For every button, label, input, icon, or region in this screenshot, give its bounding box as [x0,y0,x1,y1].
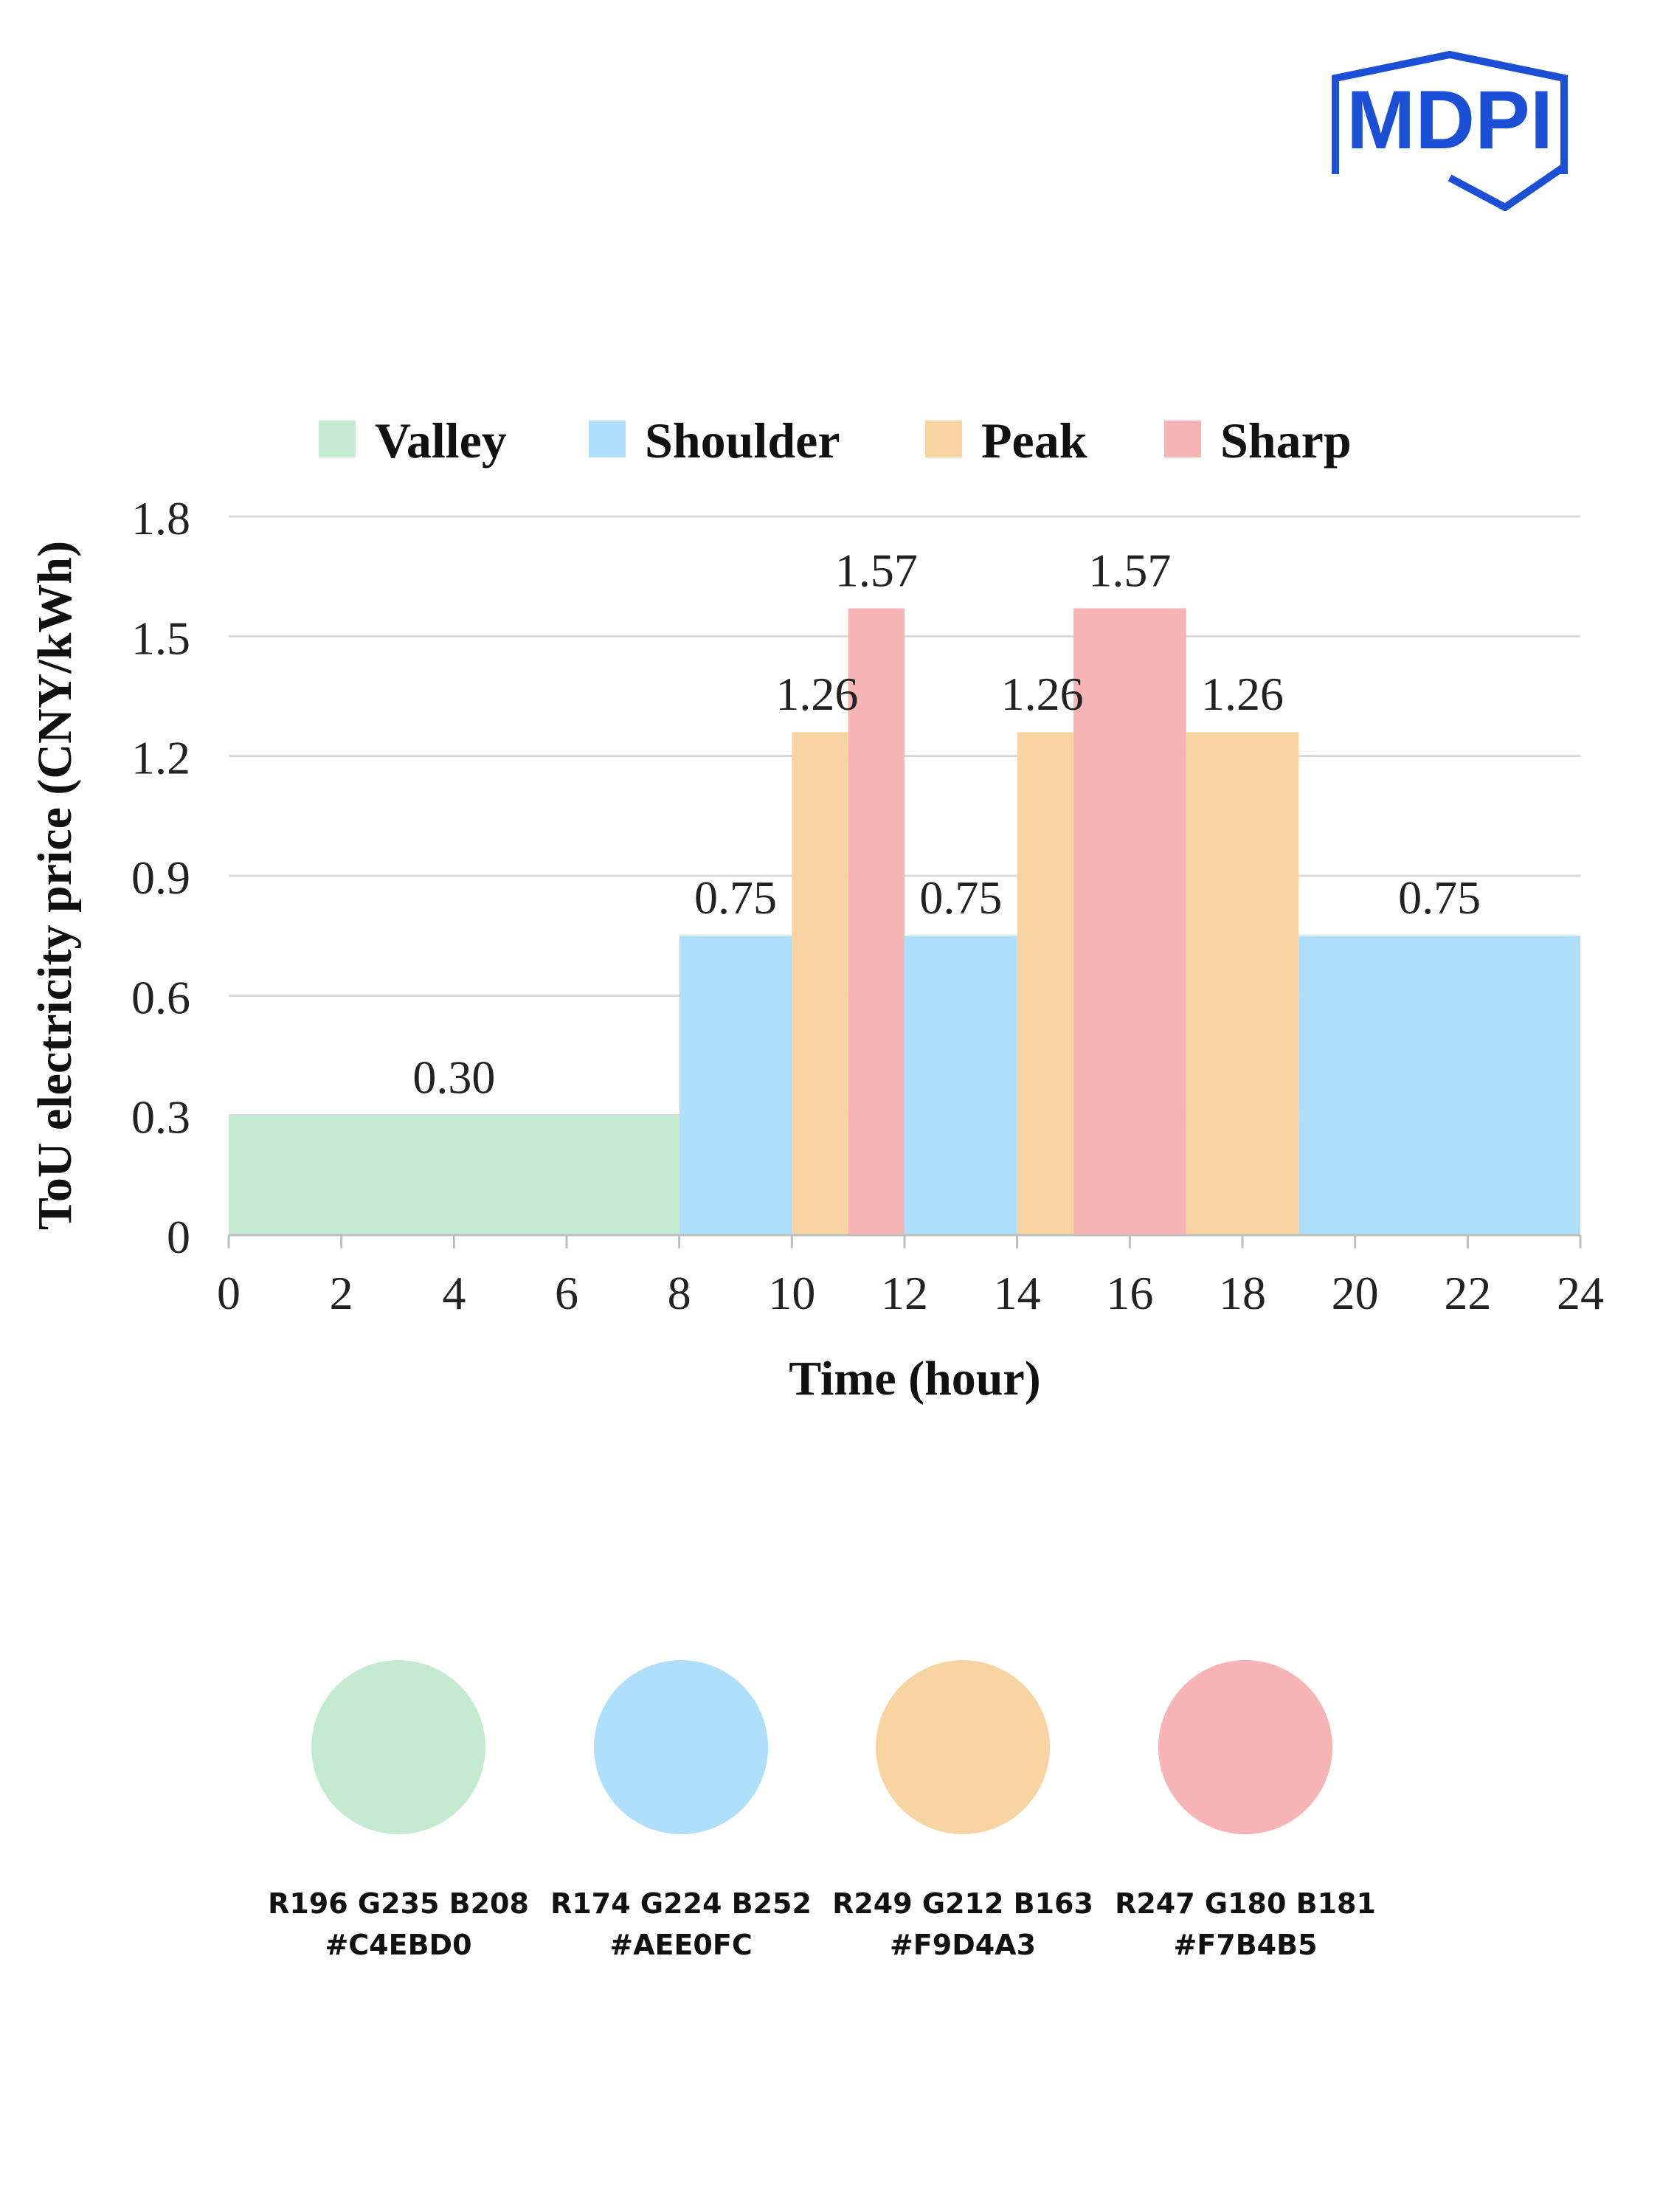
bar-value-label: 1.26 [1201,668,1284,720]
x-tick-label: 16 [1106,1267,1153,1319]
x-tick-label: 2 [330,1267,353,1319]
bar-peak [1017,732,1073,1235]
bar-value-label: 0.75 [1398,871,1481,924]
chart-bars [229,608,1580,1235]
y-tick-label: 0 [167,1211,190,1263]
swatch-circle [594,1660,768,1834]
x-tick-label: 6 [555,1267,578,1319]
y-tick-label: 1.5 [131,612,190,664]
y-tick-label: 0.6 [131,971,190,1023]
x-tick-label: 24 [1557,1267,1604,1319]
x-tick-label: 4 [442,1267,466,1319]
bar-shoulder [905,936,1017,1235]
y-tick-label: 1.2 [131,732,190,784]
bar-value-label: 1.57 [835,544,918,596]
x-tick-label: 14 [994,1267,1041,1319]
bar-value-label: 0.75 [919,871,1002,924]
swatch-circle [1158,1660,1332,1834]
legend-swatch [589,421,626,457]
swatch-0: R196 G235 B208 #C4EBD0 [251,1660,546,1966]
swatch-1: R174 G224 B252 #AEE0FC [533,1660,829,1966]
bar-value-label: 1.26 [775,668,858,720]
y-tick-label: 0.9 [131,851,190,904]
x-tick-label: 8 [668,1267,691,1319]
x-tick-label: 10 [768,1267,815,1319]
swatch-rgb: R249 G212 B163 [832,1887,1093,1920]
swatch-rgb: R247 G180 B181 [1115,1887,1376,1920]
chart-legend: Valley Shoulder Peak Sharp [319,412,1352,469]
y-axis-label: ToU electricity price (CNY/kWh) [28,541,82,1230]
x-tick-label: 18 [1219,1267,1266,1319]
legend-item-valley: Valley [319,412,507,469]
bar-value-label: 1.57 [1088,544,1171,596]
swatch-rgb: R196 G235 B208 [268,1887,529,1920]
bar-sharp [848,608,905,1235]
x-tick-label: 22 [1444,1267,1491,1319]
bar-shoulder [679,936,792,1235]
legend-label: Valley [375,412,507,469]
x-axis-label: Time (hour) [789,1352,1041,1406]
x-tick-label: 12 [881,1267,928,1319]
x-tick-label: 20 [1332,1267,1379,1319]
bar-valley [229,1115,679,1235]
y-tick-label: 0.3 [131,1091,190,1144]
color-palette: R196 G235 B208 #C4EBD0 R174 G224 B252 #A… [0,1660,1660,2000]
legend-swatch [319,421,356,457]
legend-item-peak: Peak [925,412,1087,469]
swatch-rgb: R174 G224 B252 [550,1887,812,1920]
swatch-hex: #AEE0FC [609,1929,753,1961]
legend-item-shoulder: Shoulder [589,412,840,469]
chart-axes: 00.30.60.91.21.51.80 2 4 6 8 10 12 14 16 18 20 22 24 [131,492,1604,1319]
swatch-circle [311,1660,485,1834]
legend-item-sharp: Sharp [1164,412,1352,469]
legend-label: Peak [981,412,1087,469]
legend-swatch [1164,421,1201,457]
logo-hexagon-bottom [1332,78,1568,211]
swatch-hex: #C4EBD0 [325,1929,472,1961]
swatch-hex: #F9D4A3 [889,1929,1037,1961]
bar-shoulder [1298,936,1580,1235]
bar-peak [792,732,848,1235]
bar-value-label: 0.30 [412,1051,495,1104]
legend-label: Sharp [1220,412,1352,469]
bar-sharp [1073,608,1186,1235]
bar-value-label: 1.26 [1001,668,1084,720]
legend-label: Shoulder [645,412,840,469]
bar-peak [1186,732,1299,1235]
chart-bar-labels: 0.30 0.75 1.26 1.57 0.75 1.26 1.57 1.26 0.75 [412,544,1481,1103]
swatch-circle [876,1660,1050,1834]
swatch-3: R247 G180 B181 #F7B4B5 [1098,1660,1393,1966]
tou-price-chart: Valley Shoulder Peak Sharp 0.300.751.261.57… [28,412,1604,1406]
y-tick-label: 1.8 [131,492,190,545]
swatch-2: R249 G212 B163 #F9D4A3 [815,1660,1110,1966]
bar-value-label: 0.75 [694,871,777,924]
swatch-hex: #F7B4B5 [1173,1929,1318,1961]
legend-swatch [925,421,962,457]
logo-text: MDPI [1346,74,1553,166]
x-tick-label: 0 [217,1267,241,1319]
mdpi-logo: MDPI [1332,50,1568,211]
